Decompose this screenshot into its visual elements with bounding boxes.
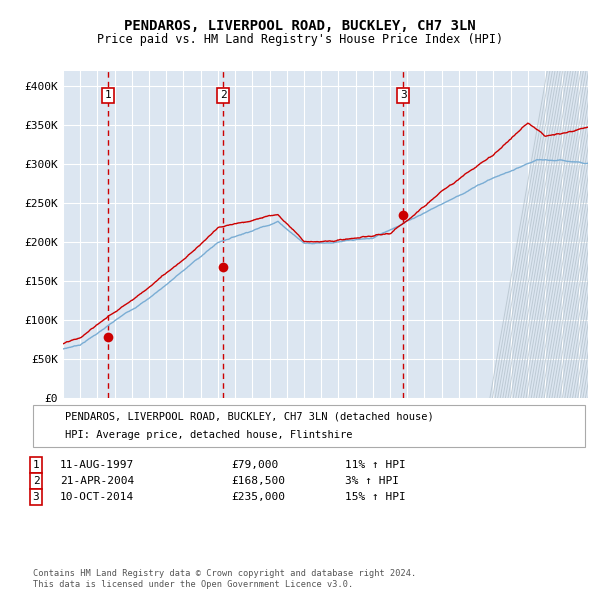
Text: PENDAROS, LIVERPOOL ROAD, BUCKLEY, CH7 3LN (detached house): PENDAROS, LIVERPOOL ROAD, BUCKLEY, CH7 3… xyxy=(65,411,434,421)
Text: 21-APR-2004: 21-APR-2004 xyxy=(60,476,134,486)
Text: Price paid vs. HM Land Registry's House Price Index (HPI): Price paid vs. HM Land Registry's House … xyxy=(97,33,503,46)
Text: £235,000: £235,000 xyxy=(231,493,285,502)
Text: 2: 2 xyxy=(32,476,40,486)
Text: 11% ↑ HPI: 11% ↑ HPI xyxy=(345,460,406,470)
Text: 15% ↑ HPI: 15% ↑ HPI xyxy=(345,493,406,502)
Text: 10-OCT-2014: 10-OCT-2014 xyxy=(60,493,134,502)
Text: 3: 3 xyxy=(32,493,40,502)
Text: £79,000: £79,000 xyxy=(231,460,278,470)
Text: £168,500: £168,500 xyxy=(231,476,285,486)
Text: 2: 2 xyxy=(220,90,226,100)
Text: HPI: Average price, detached house, Flintshire: HPI: Average price, detached house, Flin… xyxy=(65,431,352,441)
Text: 3% ↑ HPI: 3% ↑ HPI xyxy=(345,476,399,486)
Text: 3: 3 xyxy=(400,90,407,100)
Text: This data is licensed under the Open Government Licence v3.0.: This data is licensed under the Open Gov… xyxy=(33,579,353,589)
Text: 1: 1 xyxy=(32,460,40,470)
Text: 11-AUG-1997: 11-AUG-1997 xyxy=(60,460,134,470)
Text: 1: 1 xyxy=(104,90,112,100)
Text: PENDAROS, LIVERPOOL ROAD, BUCKLEY, CH7 3LN: PENDAROS, LIVERPOOL ROAD, BUCKLEY, CH7 3… xyxy=(124,19,476,34)
Text: Contains HM Land Registry data © Crown copyright and database right 2024.: Contains HM Land Registry data © Crown c… xyxy=(33,569,416,578)
